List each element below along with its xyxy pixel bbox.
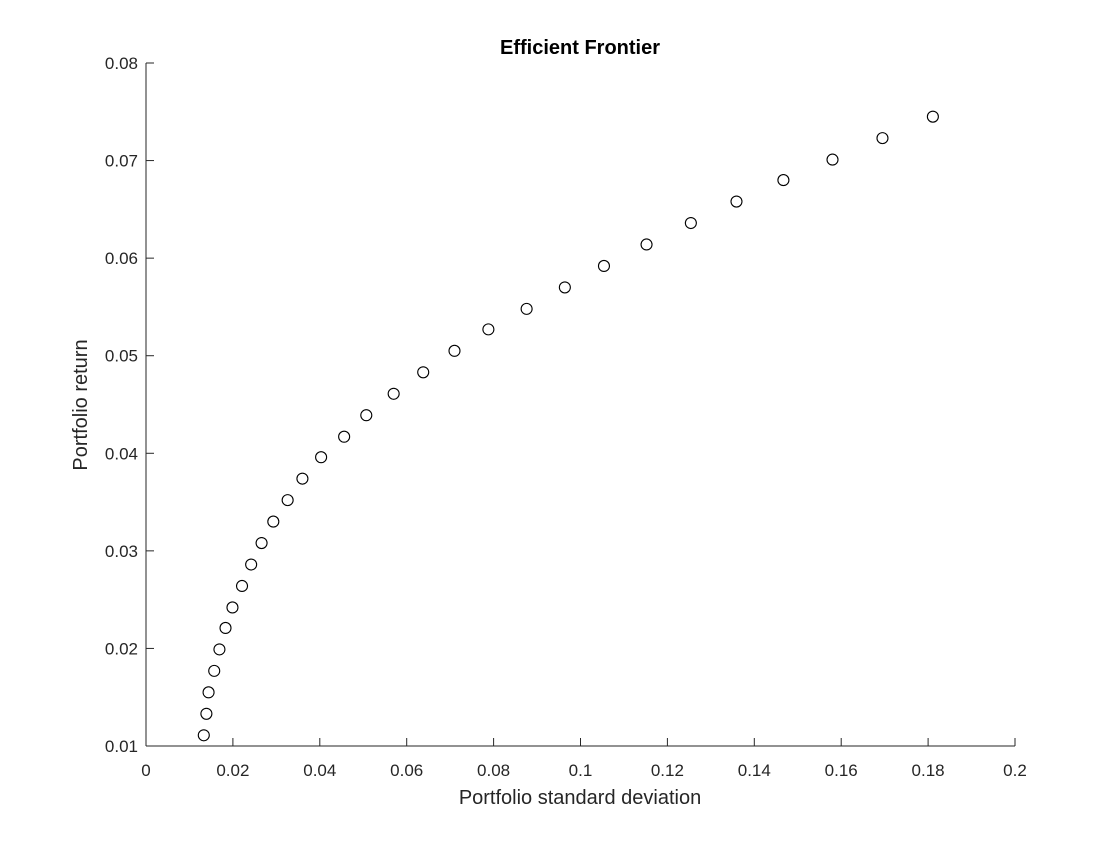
data-point (597, 259, 611, 272)
y-tick-label: 0.03 (105, 542, 138, 561)
data-point (777, 174, 790, 187)
data-point (197, 729, 210, 742)
x-tick-label: 0.02 (216, 761, 249, 780)
data-point (315, 451, 328, 464)
data-point (208, 664, 221, 677)
data-point (245, 558, 258, 571)
x-tick-label: 0.08 (477, 761, 510, 780)
data-point (226, 601, 239, 614)
x-tick-label: 0 (141, 761, 150, 780)
data-point (558, 281, 571, 294)
data-point (448, 344, 461, 357)
data-point (255, 537, 268, 550)
y-tick-label: 0.02 (105, 639, 138, 658)
data-point (213, 643, 226, 656)
data-point (520, 302, 533, 315)
x-tick-label: 0.16 (825, 761, 858, 780)
data-point (926, 110, 939, 123)
data-point (640, 238, 653, 251)
data-point (267, 515, 280, 528)
x-axis-ticks: 0 0.02 0.04 0.06 0.08 0.1 0.12 0.14 0.16 0.18 0.2 (141, 738, 1027, 780)
y-tick-label: 0.05 (105, 347, 138, 366)
data-point (219, 621, 232, 634)
x-tick-label: 0.1 (569, 761, 593, 780)
data-point (281, 494, 294, 507)
x-tick-label: 0.06 (390, 761, 423, 780)
data-point (417, 366, 430, 379)
y-tick-label: 0.08 (105, 54, 138, 73)
data-point (482, 323, 495, 336)
data-markers (197, 110, 939, 742)
y-tick-label: 0.06 (105, 249, 138, 268)
x-tick-label: 0.04 (303, 761, 336, 780)
data-point (360, 409, 373, 422)
x-tick-label: 0.18 (912, 761, 945, 780)
y-tick-label: 0.01 (105, 737, 138, 756)
data-point (826, 153, 839, 166)
y-axis-ticks: 0.01 0.02 0.03 0.04 0.05 0.06 0.07 0.08 (105, 54, 154, 756)
chart-title: Efficient Frontier (500, 37, 660, 59)
data-point (876, 132, 889, 145)
data-point (296, 472, 309, 485)
data-point (200, 707, 213, 720)
x-tick-label: 0.2 (1003, 761, 1027, 780)
data-point (387, 387, 400, 400)
y-tick-label: 0.04 (105, 444, 138, 463)
y-axis-label: Portfolio return (70, 339, 92, 470)
y-tick-label: 0.07 (105, 152, 138, 171)
x-tick-label: 0.14 (738, 761, 771, 780)
data-point (235, 579, 249, 593)
data-point (202, 686, 215, 699)
x-tick-label: 0.12 (651, 761, 684, 780)
x-axis-label: Portfolio standard deviation (459, 787, 701, 809)
data-point (730, 195, 743, 208)
data-point (684, 216, 697, 230)
data-point (338, 430, 351, 443)
